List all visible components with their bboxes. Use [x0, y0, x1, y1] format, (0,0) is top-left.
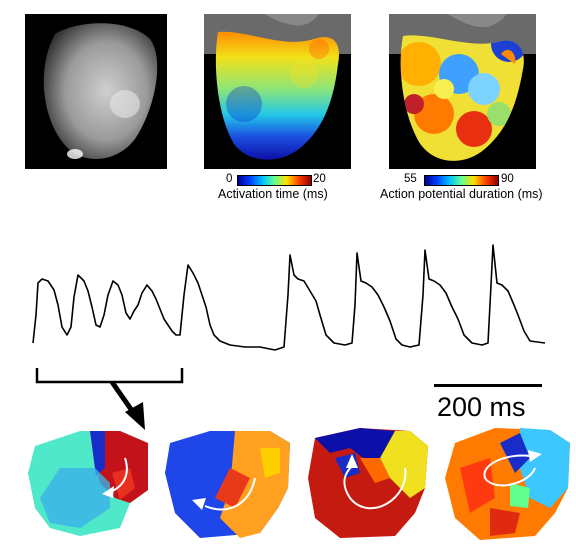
- scale-bar-label: 200 ms: [437, 392, 526, 422]
- grayscale-heart-image: [25, 14, 167, 169]
- apd-colorbar-title: Action potential duration (ms): [380, 187, 543, 201]
- apd-colorbar: [424, 175, 499, 186]
- activation-colorbar-max: 20: [313, 173, 326, 185]
- optical-action-potential-trace: [32, 244, 546, 351]
- scale-bar-line: [434, 384, 542, 387]
- reentry-map-2: [160, 428, 295, 548]
- activation-colorbar: [237, 175, 312, 186]
- activation-time-map: [204, 14, 351, 169]
- apd-colorbar-min: 55: [404, 173, 417, 185]
- reentry-map-1: [20, 428, 155, 548]
- segment-bracket: [35, 368, 184, 430]
- reentry-map-3: [300, 428, 435, 548]
- reentry-map-4: [440, 428, 575, 548]
- activation-colorbar-min: 0: [226, 173, 233, 185]
- activation-colorbar-title: Activation time (ms): [218, 187, 328, 201]
- apd-colorbar-max: 90: [501, 173, 514, 185]
- action-potential-duration-map: [389, 14, 536, 169]
